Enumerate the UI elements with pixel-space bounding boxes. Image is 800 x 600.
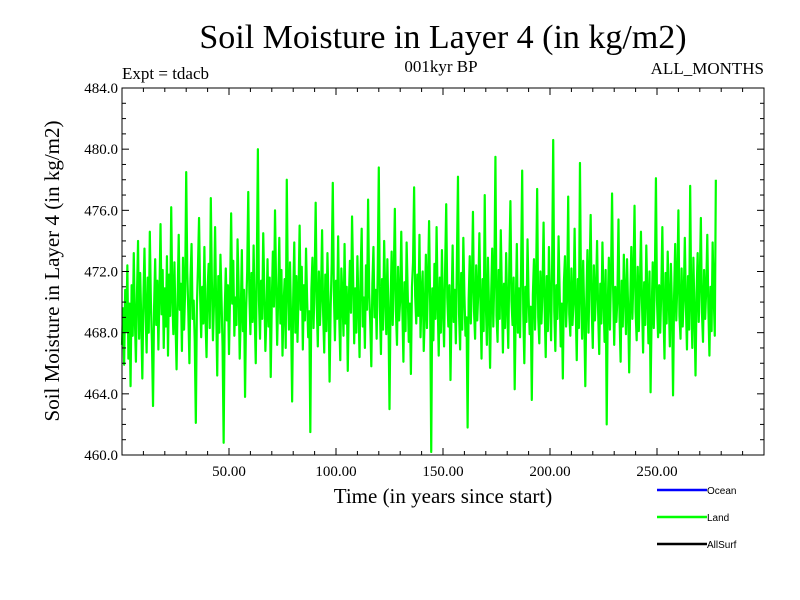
x-tick-label: 200.00 — [529, 464, 570, 480]
y-tick-label: 472.0 — [84, 265, 118, 281]
x-tick-label: 150.00 — [422, 464, 463, 480]
x-tick-label: 50.00 — [212, 464, 246, 480]
x-axis-label: Time (in years since start) — [334, 484, 553, 508]
y-tick-label: 476.0 — [84, 203, 118, 219]
series-land-line — [120, 138, 717, 454]
x-tick-label: 100.00 — [315, 464, 356, 480]
y-axis-ticks: 460.0 464.0 468.0 472.0 476.0 480.0 484.0 — [84, 81, 764, 464]
chart-title: Soil Moisture in Layer 4 (in kg/m2) — [199, 19, 686, 56]
legend-label-ocean: Ocean — [707, 486, 736, 497]
expt-label: Expt = tdacb — [122, 64, 209, 83]
series-line-land — [120, 138, 717, 454]
x-axis-ticks: 50.00 100.00 150.00 200.00 250.00 — [142, 88, 744, 480]
y-tick-label: 484.0 — [84, 81, 118, 97]
period-label: ALL_MONTHS — [651, 59, 764, 78]
legend-label-land: Land — [707, 513, 729, 524]
legend-label-allsurf: AllSurf — [707, 540, 737, 551]
y-tick-label: 480.0 — [84, 142, 118, 158]
y-tick-label: 468.0 — [84, 326, 118, 342]
x-tick-label: 250.00 — [636, 464, 677, 480]
y-tick-label: 464.0 — [84, 387, 118, 403]
chart-subtitle: 001kyr BP — [404, 57, 477, 76]
legend: Ocean Land AllSurf — [657, 486, 737, 551]
y-axis-label: Soil Moisture in Layer 4 (in kg/m2) — [40, 121, 64, 422]
y-tick-label: 460.0 — [84, 448, 118, 464]
